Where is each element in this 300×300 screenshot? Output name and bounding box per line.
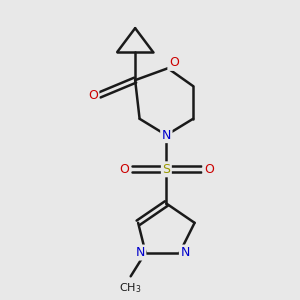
Text: CH$_3$: CH$_3$ (119, 281, 142, 295)
Text: N: N (180, 246, 190, 259)
Text: O: O (88, 88, 98, 101)
Text: N: N (162, 129, 171, 142)
Text: N: N (136, 246, 145, 259)
Text: O: O (119, 163, 129, 176)
Text: O: O (204, 163, 214, 176)
Text: S: S (162, 163, 170, 176)
Text: O: O (169, 56, 179, 69)
